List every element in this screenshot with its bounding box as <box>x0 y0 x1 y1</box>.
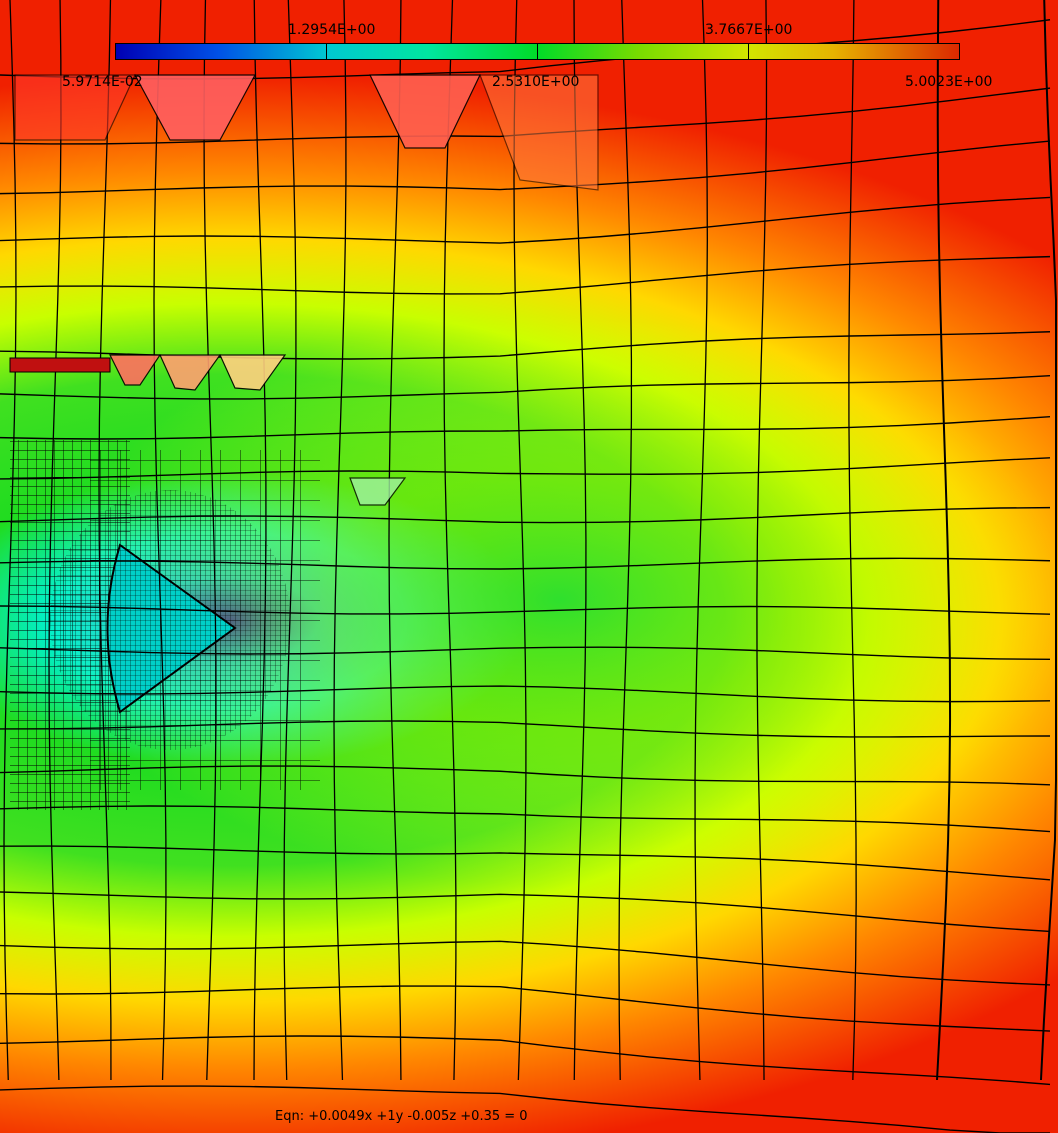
colorbar-tick <box>748 43 749 60</box>
upper-boundary-band <box>9 357 111 373</box>
plane-equation-label: Eqn: +0.0049x +1y -0.005z +0.35 = 0 <box>275 1109 528 1124</box>
colorbar-bottom-label: 5.0023E+00 <box>905 74 993 90</box>
colorbar-bottom-label: 2.5310E+00 <box>492 74 580 90</box>
colorbar-top-label: 3.7667E+00 <box>705 22 793 38</box>
colorbar-top-label: 1.2954E+00 <box>288 22 376 38</box>
colorbar-tick <box>537 43 538 60</box>
colorbar-tick <box>326 43 327 60</box>
cut-faces <box>14 74 599 506</box>
cone-body <box>106 543 237 714</box>
colorbar-bottom-label: 5.9714E-02 <box>62 74 143 90</box>
